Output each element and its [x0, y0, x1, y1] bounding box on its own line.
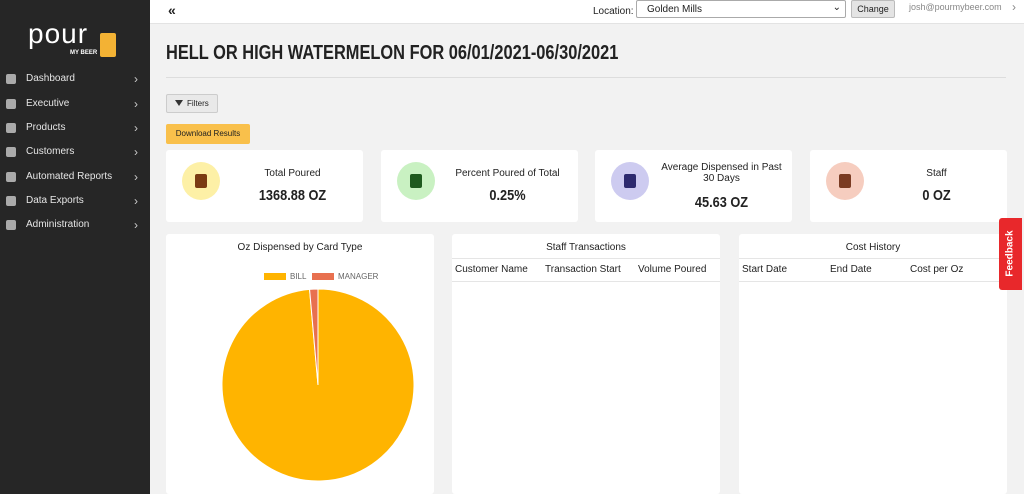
location: Golden Mills — [647, 4, 703, 15]
kpi-value: 0.25% — [489, 187, 526, 204]
page-title: HELL OR HIGH WATERMELON FOR 06/01/2021-0… — [166, 42, 619, 64]
column-header: Transaction Start — [545, 264, 621, 275]
location-label: Location: — [593, 6, 634, 17]
kpi-label: Average Dispensed in Past 30 Days — [661, 162, 782, 184]
menu-icon — [6, 99, 16, 109]
menu-item[interactable]: Customers › — [0, 142, 150, 162]
staff-table: Staff Transactions — [452, 234, 720, 494]
menu-icon — [6, 147, 16, 157]
cost-table: Cost History — [739, 234, 1007, 494]
menu-icon — [6, 74, 16, 84]
change-button[interactable]: Change — [851, 0, 895, 18]
menu-chevron: › — [134, 218, 138, 232]
logo-glass — [100, 33, 116, 57]
chart-title: Oz Dispensed by Card Type — [237, 242, 363, 253]
menu-icon — [6, 220, 16, 230]
rule — [452, 258, 720, 259]
kpi-card: Staff 0 OZ — [810, 150, 1007, 222]
rule — [739, 281, 1007, 282]
location-select[interactable]: Golden Mills ⌄ — [636, 0, 846, 18]
column-header: Cost per Oz — [910, 264, 964, 275]
kpi-label: Total Poured — [264, 168, 321, 179]
menu-chevron: › — [134, 97, 138, 111]
logo-sub: MY BEER — [70, 50, 98, 56]
menu-item[interactable]: Products › — [0, 118, 150, 138]
kpi-card: Percent Poured of Total 0.25% — [381, 150, 578, 222]
dropdown-arrow: ⌄ — [832, 2, 841, 13]
pie-chart: BILL MANAGER — [221, 272, 415, 482]
kpi-card: Average Dispensed in Past 30 Days 45.63 O… — [595, 150, 792, 222]
menu-chevron: › — [134, 145, 138, 159]
filter-icon — [175, 100, 183, 106]
menu-label: Executive — [26, 98, 70, 109]
kpi-icon — [182, 162, 220, 200]
kpi-glyph — [195, 174, 207, 188]
feedback-label: Feedback — [1004, 230, 1016, 277]
rule — [452, 281, 720, 282]
sidebar: pour MY BEER Dashboard › Executive › Product… — [0, 0, 150, 494]
table-title: Staff Transactions — [546, 242, 626, 253]
kpi-icon — [611, 162, 649, 200]
menu-icon — [6, 123, 16, 133]
collapse[interactable]: « — [168, 2, 176, 18]
menu-icon — [6, 172, 16, 182]
kpi-value: 1368.88 OZ — [258, 187, 327, 204]
user[interactable]: josh@pourmybeer.com — [909, 2, 1002, 12]
kpi-glyph — [839, 174, 851, 188]
menu-item[interactable]: Dashboard › — [0, 69, 150, 89]
kpi-icon — [826, 162, 864, 200]
logo: pour — [28, 18, 89, 49]
menu-item[interactable]: Administration › — [0, 215, 150, 235]
column-header: End Date — [830, 264, 872, 275]
filters-label: Filters — [187, 99, 209, 108]
legend-swatch — [312, 273, 334, 280]
menu-label: Products — [26, 122, 66, 133]
column-header: Volume Poured — [638, 264, 707, 275]
filters-button[interactable]: Filters — [166, 94, 218, 113]
column-header: Start Date — [742, 264, 788, 275]
menu-label: Automated Reports — [26, 171, 113, 182]
table-title: Cost History — [845, 242, 901, 253]
legend-label: BILL — [290, 272, 307, 281]
menu-label: Dashboard — [26, 73, 75, 84]
kpi-icon — [397, 162, 435, 200]
kpi-value: 0 OZ — [922, 187, 951, 204]
menu-label: Customers — [26, 146, 75, 157]
menu-chevron: › — [134, 72, 138, 86]
menu-icon — [6, 196, 16, 206]
pie-slice — [309, 288, 319, 386]
menu-chevron: › — [134, 121, 138, 135]
kpi-label: Staff — [926, 168, 947, 179]
menu-chevron: › — [134, 170, 138, 184]
pie-card: Oz Dispensed by Card Type BILL MANAGER — [166, 234, 434, 494]
kpi-value: 45.63 OZ — [694, 194, 749, 211]
kpi-card: Total Poured 1368.88 OZ — [166, 150, 363, 222]
menu-item[interactable]: Executive › — [0, 94, 150, 114]
menu-label: Administration — [26, 219, 90, 230]
legend-swatch — [264, 273, 286, 280]
user-chevron: › — [1012, 0, 1016, 14]
divider — [166, 77, 1006, 78]
kpi-glyph — [410, 174, 422, 188]
topbar: « Location: Golden Mills ⌄ Change josh@p… — [150, 0, 1024, 24]
menu-chevron: › — [134, 194, 138, 208]
menu-item[interactable]: Automated Reports › — [0, 167, 150, 187]
kpi-label: Percent Poured of Total — [455, 168, 560, 179]
feedback-tab[interactable]: Feedback — [999, 218, 1022, 290]
legend-label: MANAGER — [338, 272, 379, 281]
rule — [739, 258, 1007, 259]
column-header: Customer Name — [455, 264, 528, 275]
menu-label: Data Exports — [26, 195, 84, 206]
menu-item[interactable]: Data Exports › — [0, 191, 150, 211]
download-button[interactable]: Download Results — [166, 124, 250, 144]
kpi-glyph — [624, 174, 636, 188]
